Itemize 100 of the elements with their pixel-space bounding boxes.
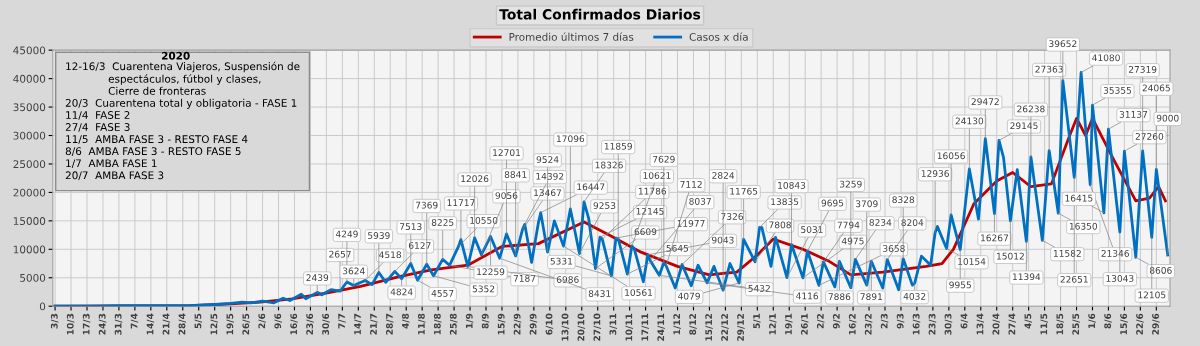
x-tick-label: 8/12 (689, 313, 697, 335)
annotation: 11/5 AMBA FASE 3 - RESTO FASE 4 (66, 135, 248, 144)
data-label: 8328 (892, 196, 915, 204)
data-label: 7187 (513, 275, 536, 282)
x-tick-label: 12/1 (769, 313, 777, 335)
data-label: 4079 (678, 292, 700, 300)
x-tick-label: 22/12 (721, 313, 729, 341)
x-tick-label: 15/9 (497, 313, 506, 335)
data-label: 16350 (1069, 222, 1098, 230)
x-tick-label: 1/9 (465, 313, 474, 328)
y-tick-label: 25000 (13, 160, 46, 169)
data-label: 7513 (400, 223, 422, 230)
data-label: 5645 (666, 244, 689, 252)
x-tick-label: 20/10 (577, 313, 586, 341)
data-label: 11765 (730, 187, 758, 195)
x-tick-label: 9/3 (896, 313, 905, 329)
x-tick-label: 27/10 (593, 313, 602, 341)
data-label: 4975 (841, 237, 864, 245)
annotation: 8/6 AMBA FASE 3 - RESTO FASE 5 (65, 147, 241, 156)
data-label: 39652 (1049, 40, 1077, 48)
y-tick-label: 20000 (13, 188, 46, 197)
annotation: 27/4 FASE 3 (65, 123, 130, 132)
y-tick-label: 15000 (13, 217, 46, 225)
data-label: 7886 (828, 293, 851, 301)
x-tick-label: 7/4 (130, 313, 139, 329)
x-tick-label: 16/3 (912, 313, 921, 335)
data-label: 8225 (431, 219, 454, 226)
legend-label: Promedio últimos 7 días (509, 32, 634, 41)
data-label: 12026 (461, 175, 489, 183)
data-label: 7112 (680, 180, 702, 188)
data-label: 4116 (796, 292, 819, 300)
x-tick-label: 2/3 (880, 313, 889, 329)
x-tick-label: 10/3 (66, 313, 75, 335)
x-tick-label: 13/4 (976, 313, 985, 335)
data-label: 14392 (536, 172, 564, 180)
data-label: 16415 (1065, 194, 1093, 202)
x-tick-label: 11/5 (1040, 313, 1048, 335)
y-tick-label: 35000 (13, 103, 46, 112)
data-label: 11786 (638, 187, 667, 195)
x-tick-label: 16/2 (848, 313, 857, 335)
x-tick-label: 23/3 (928, 313, 937, 335)
x-tick-label: 6/4 (960, 313, 969, 329)
data-label: 24065 (1142, 84, 1170, 92)
data-label: 9056 (495, 192, 518, 199)
x-tick-label: 24/3 (98, 313, 107, 335)
data-label: 18326 (595, 161, 623, 169)
x-tick-label: 6/10 (545, 313, 554, 335)
x-tick-label: 21/7 (370, 313, 378, 335)
data-label: 4249 (335, 230, 358, 238)
x-tick-label: 18/8 (433, 313, 442, 335)
x-tick-label: 8/6 (1104, 313, 1112, 329)
legend-label: Casos x día (689, 32, 748, 41)
x-tick-label: 12/5 (210, 313, 219, 335)
data-label: 3709 (855, 200, 878, 208)
data-label: 8606 (1149, 266, 1172, 274)
x-tick-label: 15/12 (705, 313, 713, 341)
x-tick-label: 5/1 (753, 313, 761, 329)
x-tick-label: 2/6 (258, 313, 266, 329)
data-label: 13043 (1106, 275, 1134, 282)
x-tick-label: 14/4 (146, 313, 155, 335)
data-label: 4557 (431, 290, 454, 297)
x-tick-label: 10/11 (625, 313, 633, 341)
data-label: 6127 (408, 242, 431, 249)
data-label: 10561 (625, 289, 653, 296)
x-tick-label: 18/5 (1056, 313, 1064, 335)
data-label: 22651 (1060, 275, 1088, 283)
x-tick-label: 5/5 (194, 313, 203, 329)
data-label: 10621 (643, 172, 671, 179)
data-label: 13467 (534, 189, 562, 197)
x-tick-label: 23/6 (306, 313, 314, 335)
x-tick-label: 21/4 (162, 313, 171, 335)
data-label: 35355 (1103, 86, 1132, 94)
x-tick-label: 26/1 (800, 313, 809, 335)
x-tick-label: 17/11 (641, 313, 649, 341)
annotation: 20/3 Cuarentena total y obligatoria - FASE 1 (65, 98, 297, 109)
x-tick-label: 8/9 (481, 313, 490, 329)
x-tick-label: 11/8 (417, 313, 426, 335)
x-tick-label: 9/6 (274, 313, 282, 329)
data-label: 5331 (550, 257, 573, 265)
annotation: 1/7 AMBA FASE 1 (66, 159, 157, 168)
data-label: 9524 (536, 156, 559, 163)
data-label: 7808 (769, 221, 791, 229)
data-label: 11582 (1053, 249, 1081, 257)
x-tick-label: 30/6 (322, 313, 330, 335)
data-label: 2657 (329, 250, 351, 258)
data-label: 13835 (771, 198, 799, 206)
data-label: 8234 (869, 219, 892, 226)
x-tick-label: 1/6 (1088, 313, 1096, 328)
data-label: 4824 (390, 288, 413, 296)
data-label: 7794 (837, 221, 860, 229)
data-label: 6986 (556, 276, 579, 283)
x-tick-label: 30/3 (944, 313, 953, 335)
x-tick-label: 25/5 (1072, 313, 1080, 335)
data-label: 16447 (577, 183, 605, 191)
data-label: 5031 (801, 226, 823, 233)
data-label: 27319 (1128, 66, 1157, 73)
data-label: 12936 (921, 170, 949, 177)
data-label: 8037 (689, 197, 711, 205)
data-label: 3259 (840, 180, 862, 188)
x-tick-label: 29/9 (529, 313, 538, 335)
